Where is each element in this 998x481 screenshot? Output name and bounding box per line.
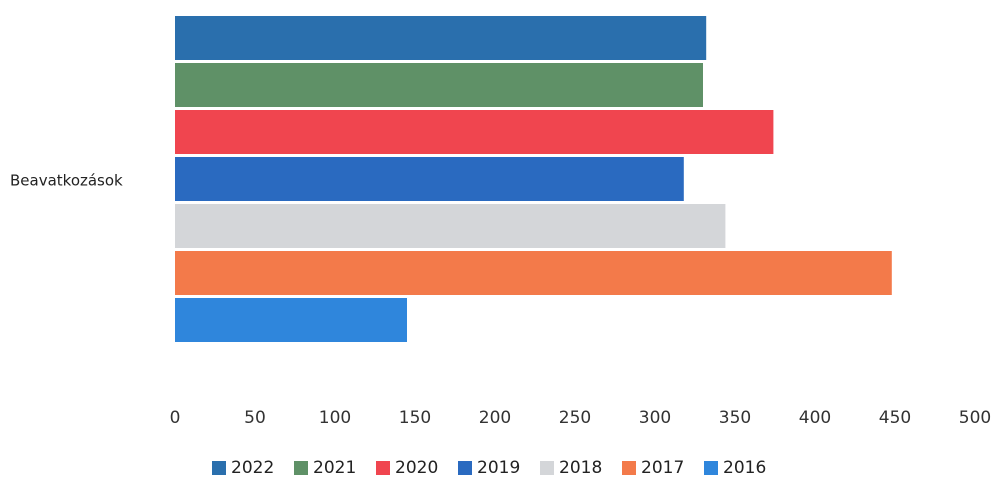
legend-swatch-2021: [294, 461, 308, 475]
x-tick-label: 500: [959, 408, 991, 428]
bar-2018: [175, 204, 726, 248]
legend-swatch-2017: [622, 461, 636, 475]
x-tick-label: 300: [639, 408, 671, 428]
legend-label-2019: 2019: [477, 458, 520, 478]
bar-2017: [175, 251, 892, 295]
legend-label-2017: 2017: [641, 458, 684, 478]
x-tick-label: 150: [399, 408, 431, 428]
category-label-beavatkozasok: Beavatkozások: [10, 172, 123, 190]
x-axis-ticks: 0 50 100 150 200 250 300 350 400 450 500: [170, 408, 992, 428]
x-tick-label: 50: [244, 408, 266, 428]
bar-2019: [175, 157, 684, 201]
legend: 2022 2021 2020 2019 2018 2017 2016: [212, 458, 766, 478]
x-tick-label: 350: [719, 408, 751, 428]
bar-2016: [175, 298, 407, 342]
legend-label-2016: 2016: [723, 458, 766, 478]
legend-swatch-2019: [458, 461, 472, 475]
bars-group: [175, 16, 892, 342]
legend-label-2021: 2021: [313, 458, 356, 478]
legend-label-2020: 2020: [395, 458, 438, 478]
legend-label-2022: 2022: [231, 458, 274, 478]
x-tick-label: 400: [799, 408, 831, 428]
x-tick-label: 250: [559, 408, 591, 428]
bar-2020: [175, 110, 774, 154]
legend-label-2018: 2018: [559, 458, 602, 478]
legend-swatch-2022: [212, 461, 226, 475]
x-tick-label: 450: [879, 408, 911, 428]
x-tick-label: 100: [319, 408, 351, 428]
legend-swatch-2020: [376, 461, 390, 475]
x-tick-label: 200: [479, 408, 511, 428]
legend-swatch-2016: [704, 461, 718, 475]
bar-2021: [175, 63, 703, 107]
legend-swatch-2018: [540, 461, 554, 475]
bar-2022: [175, 16, 707, 60]
x-tick-label: 0: [170, 408, 181, 428]
